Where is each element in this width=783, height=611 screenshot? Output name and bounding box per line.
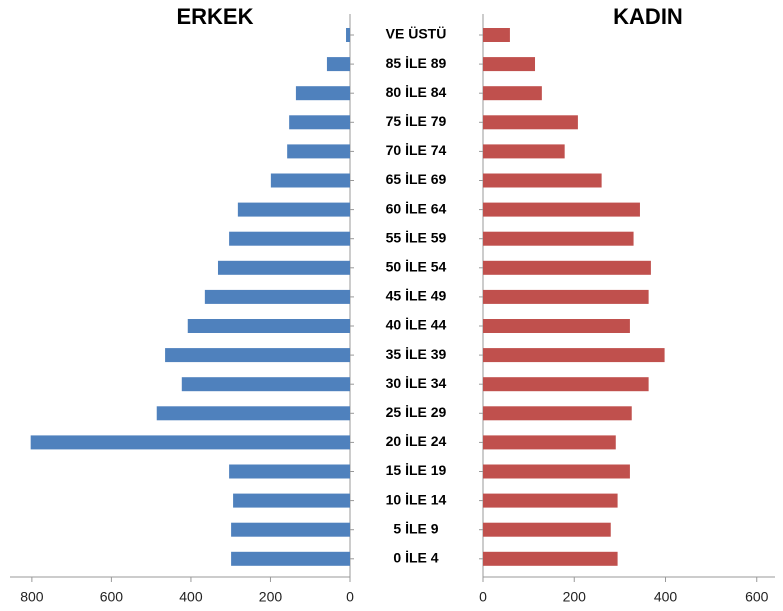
category-label: 5 İLE 9 (393, 520, 438, 536)
x-tick-label: 200 (259, 589, 283, 605)
x-tick-label: 400 (179, 589, 203, 605)
bar (483, 551, 618, 566)
bar (287, 144, 350, 159)
series-title: ERKEK (176, 4, 253, 29)
bar (483, 86, 542, 101)
bar (30, 435, 350, 450)
category-label: 40 İLE 44 (386, 317, 447, 333)
x-tick-label: 600 (100, 589, 124, 605)
bar (237, 202, 350, 217)
bar (483, 28, 510, 42)
x-tick-label: 0 (479, 589, 487, 605)
bar (483, 202, 640, 217)
bar (483, 435, 616, 450)
bar (233, 493, 350, 508)
category-label: 50 İLE 54 (386, 259, 447, 275)
bar (231, 522, 350, 537)
category-label: 60 İLE 64 (386, 200, 447, 216)
bar (204, 289, 350, 304)
bar (483, 319, 630, 333)
bar (217, 260, 350, 275)
bar (483, 231, 634, 246)
category-label: 10 İLE 14 (386, 491, 447, 507)
category-label: 65 İLE 69 (386, 171, 447, 187)
bar (270, 173, 350, 188)
bar (156, 406, 350, 421)
bar (483, 260, 651, 275)
x-tick-label: 800 (20, 589, 44, 605)
category-label: 15 İLE 19 (386, 462, 447, 478)
category-label: 85 İLE 89 (386, 55, 447, 71)
category-label: 0 İLE 4 (393, 550, 438, 566)
x-tick-label: 0 (346, 589, 354, 605)
category-label: 45 İLE 49 (386, 288, 447, 304)
bar (295, 86, 350, 101)
bar (483, 464, 630, 479)
bar (289, 115, 350, 130)
category-label: 55 İLE 59 (386, 229, 447, 245)
category-label: 70 İLE 74 (386, 142, 447, 158)
bar (483, 377, 649, 392)
bar (229, 464, 350, 479)
bar (231, 551, 350, 566)
bar (483, 493, 618, 508)
bar (483, 289, 649, 304)
category-label: 80 İLE 84 (386, 84, 447, 100)
bar (229, 231, 350, 246)
bar (326, 57, 350, 72)
category-label: 20 İLE 24 (386, 433, 447, 449)
category-label: 30 İLE 34 (386, 375, 447, 391)
bar (483, 115, 578, 130)
bar (187, 319, 350, 333)
bar (483, 522, 611, 537)
bar (181, 377, 350, 392)
bar (483, 173, 602, 188)
x-tick-label: 600 (745, 589, 769, 605)
bar (483, 144, 565, 159)
x-tick-label: 200 (563, 589, 587, 605)
category-label: VE ÜSTÜ (386, 26, 447, 42)
category-label: 35 İLE 39 (386, 346, 447, 362)
bar (483, 406, 632, 421)
category-label: 25 İLE 29 (386, 404, 447, 420)
x-tick-label: 400 (654, 589, 678, 605)
bar (165, 348, 350, 363)
bar (483, 348, 665, 363)
bar (483, 57, 536, 72)
category-label: 75 İLE 79 (386, 113, 447, 129)
series-title: KADIN (613, 4, 683, 29)
bar (346, 28, 350, 42)
